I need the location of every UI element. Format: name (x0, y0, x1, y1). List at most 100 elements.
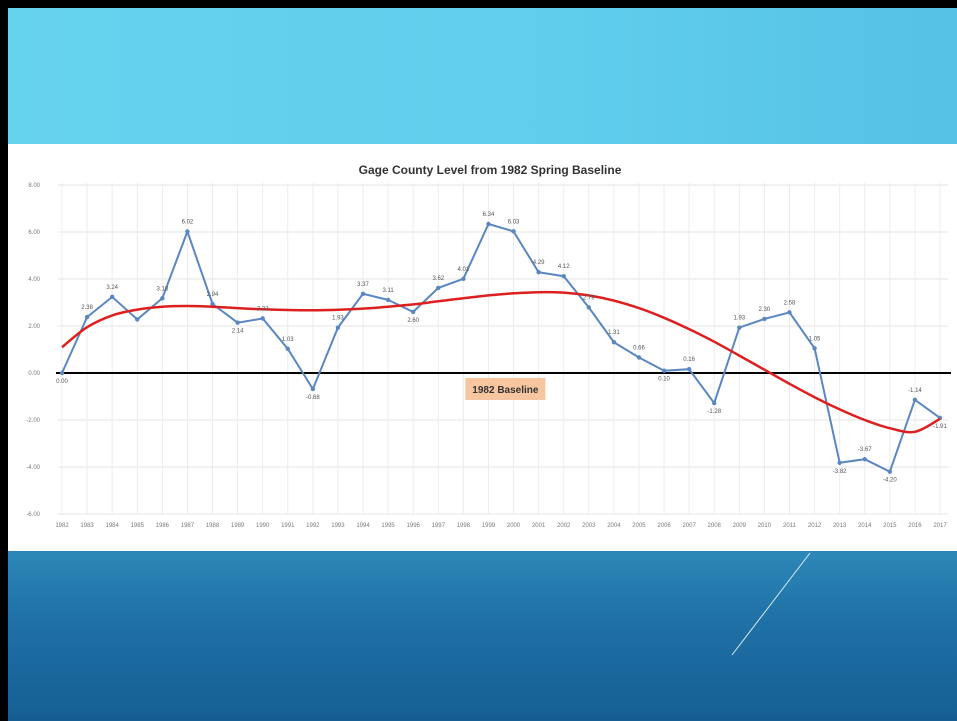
data-point (109, 294, 115, 300)
x-tick-label: 1984 (105, 523, 119, 529)
data-point (235, 320, 240, 325)
y-tick-label: -2.00 (26, 418, 40, 424)
data-labels: 0.00 2.38 3.24 3.18 6.02 2.94 2.14 2.32 1.03 -0.6… (56, 212, 947, 484)
data-point (436, 285, 441, 291)
data-point (285, 346, 290, 351)
data-label: -4.20 (883, 478, 897, 484)
data-label: 0.00 (56, 379, 68, 385)
x-tick-label: 1988 (206, 523, 220, 529)
chart-frame: Gage County Level from 1982 Spring Basel… (8, 144, 957, 551)
data-label: 2.60 (407, 318, 419, 324)
data-label: 3.24 (106, 285, 118, 291)
x-tick-label: 2002 (557, 523, 571, 529)
data-point (210, 301, 215, 307)
data-point (461, 276, 466, 281)
x-tick-label: 1986 (156, 523, 170, 529)
x-tick-label: 2003 (582, 523, 596, 529)
data-point (762, 316, 767, 322)
x-axis-tick-labels: 1982 1983 1984 1985 1986 1987 1988 1989 1990 1991… (55, 523, 947, 529)
data-label: 4.12 (558, 264, 570, 270)
data-label: 0.66 (633, 345, 645, 351)
data-label: 6.02 (182, 220, 194, 226)
data-label: 1.03 (282, 337, 294, 343)
x-tick-label: 2006 (657, 523, 671, 529)
y-tick-label: -4.00 (26, 465, 40, 471)
x-tick-label: 1987 (181, 523, 195, 529)
data-label: -1.28 (707, 409, 721, 415)
x-tick-label: 2015 (883, 523, 897, 529)
data-point (411, 309, 416, 315)
data-label: 1.93 (332, 316, 344, 322)
x-tick-label: 2008 (708, 523, 722, 529)
chart-background (8, 144, 957, 551)
data-point (912, 397, 918, 402)
data-point (486, 221, 491, 227)
data-point (260, 316, 265, 321)
data-point (385, 297, 391, 303)
x-tick-label: 1990 (256, 523, 270, 529)
data-point (360, 291, 366, 297)
x-tick-label: 1989 (231, 523, 245, 529)
data-label: 4.01 (458, 267, 470, 273)
data-label: -1.14 (908, 388, 922, 394)
data-label: 2.94 (207, 292, 219, 298)
data-label: 4.29 (533, 260, 545, 266)
data-label: 2.30 (759, 307, 771, 313)
y-tick-label: 4.00 (28, 277, 40, 283)
x-tick-label: 2012 (808, 523, 822, 529)
data-point (636, 355, 642, 360)
x-tick-label: 2014 (858, 523, 872, 529)
x-tick-label: 2017 (933, 523, 947, 529)
data-label: -3.82 (833, 469, 847, 475)
data-point (59, 370, 65, 376)
data-point (737, 325, 742, 330)
x-tick-label: 1995 (381, 523, 395, 529)
data-point (812, 346, 817, 351)
data-point (686, 367, 692, 372)
y-tick-label: 8.00 (28, 183, 40, 189)
data-points (59, 221, 943, 474)
data-point (586, 305, 591, 310)
y-tick-label: 0.00 (28, 371, 40, 377)
x-tick-label: 1983 (80, 523, 94, 529)
x-tick-label: 2013 (833, 523, 847, 529)
data-point (837, 460, 842, 465)
x-tick-label: 2011 (783, 523, 797, 529)
x-tick-label: 2004 (607, 523, 621, 529)
data-label: -1.91 (933, 424, 947, 430)
slide-title-band (8, 8, 957, 144)
data-label: 1.31 (608, 330, 620, 336)
x-tick-label: 1991 (281, 523, 295, 529)
x-tick-label: 2007 (682, 523, 696, 529)
y-axis-tick-labels: 8.00 6.00 4.00 2.00 0.00 -2.00 -4.00 -6.00 (26, 183, 40, 518)
data-label: 0.16 (683, 357, 695, 363)
data-label: 0.10 (658, 377, 670, 383)
chart-svg: Gage County Level from 1982 Spring Basel… (8, 144, 957, 551)
data-label: -0.68 (306, 395, 320, 401)
x-tick-label: 1999 (482, 523, 496, 529)
data-point (335, 325, 341, 330)
data-label: 3.11 (382, 288, 394, 294)
x-tick-label: 1993 (331, 523, 345, 529)
x-tick-label: 2001 (532, 523, 546, 529)
data-point (536, 269, 541, 275)
data-point (712, 400, 717, 406)
gridlines (58, 183, 948, 515)
data-label: 6.34 (483, 212, 495, 218)
data-label: 2.32 (257, 306, 269, 312)
data-series-line (61, 222, 941, 474)
data-label: 6.03 (508, 219, 520, 225)
data-point (135, 317, 140, 322)
chart-title: Gage County Level from 1982 Spring Basel… (359, 163, 622, 177)
x-tick-label: 2016 (908, 523, 922, 529)
data-point (185, 229, 190, 234)
data-label: 2.14 (232, 329, 244, 335)
data-label: 2.79 (583, 295, 595, 301)
y-tick-label: 2.00 (28, 324, 40, 330)
x-tick-label: 1997 (432, 523, 446, 529)
data-point (511, 229, 516, 234)
data-point (887, 469, 893, 474)
data-label: 3.18 (156, 286, 168, 292)
data-point (862, 457, 867, 462)
